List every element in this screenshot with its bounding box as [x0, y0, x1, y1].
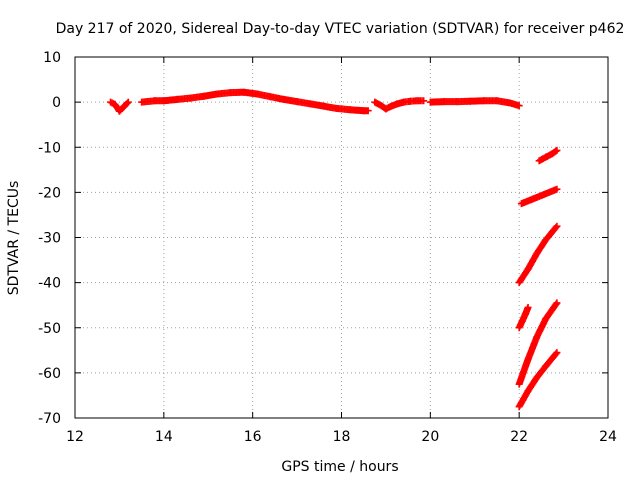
data-segment: [515, 349, 561, 411]
data-segment: [515, 299, 561, 388]
data-segment: [535, 146, 561, 165]
data-point: [553, 222, 561, 230]
y-tick-label: -20: [38, 185, 61, 201]
data-point: [553, 299, 561, 307]
data-point: [553, 349, 561, 357]
x-tick-label: 18: [333, 429, 351, 445]
data-point: [123, 99, 131, 107]
y-tick-label: -30: [38, 231, 61, 247]
y-tick-label: -10: [38, 140, 61, 156]
data-point: [552, 350, 560, 358]
x-tick-label: 16: [244, 429, 262, 445]
y-tick-label: 0: [52, 95, 61, 111]
chart-title: Day 217 of 2020, Sidereal Day-to-day VTE…: [56, 21, 625, 37]
x-tick-labels: 12 14 16 18 20 22 24: [66, 429, 617, 445]
data-point: [420, 97, 428, 105]
y-tick-label: -40: [38, 276, 61, 292]
x-axis-label: GPS time / hours: [281, 459, 398, 475]
data-markers: [107, 88, 561, 411]
y-tick-label: -60: [38, 366, 61, 382]
y-tick-labels: -70 -60 -50 -40 -30 -20 -10 0 10: [38, 50, 61, 427]
data-point: [515, 102, 523, 110]
data-point: [552, 300, 560, 308]
plot-frame: [74, 56, 609, 419]
x-tick-label: 22: [510, 429, 528, 445]
data-point: [552, 223, 560, 231]
y-tick-label: 10: [43, 50, 61, 66]
data-point: [364, 107, 372, 115]
data-segment: [426, 97, 523, 110]
y-tick-label: -70: [38, 411, 61, 427]
data-segment: [517, 185, 561, 208]
data-point: [553, 185, 561, 193]
data-segment: [138, 88, 372, 115]
data-segment: [107, 98, 132, 115]
data-segment: [371, 97, 428, 113]
data-segment: [515, 222, 561, 287]
x-tick-label: 20: [421, 429, 439, 445]
data-point: [124, 98, 132, 106]
y-axis-label: SDTVAR / TECUs: [6, 181, 22, 296]
data-segment: [515, 303, 532, 332]
y-tick-label: -50: [38, 321, 61, 337]
x-tick-label: 12: [66, 429, 84, 445]
data-point: [524, 303, 532, 311]
data-point: [553, 146, 561, 154]
x-tick-label: 24: [599, 429, 617, 445]
x-tick-label: 14: [155, 429, 173, 445]
